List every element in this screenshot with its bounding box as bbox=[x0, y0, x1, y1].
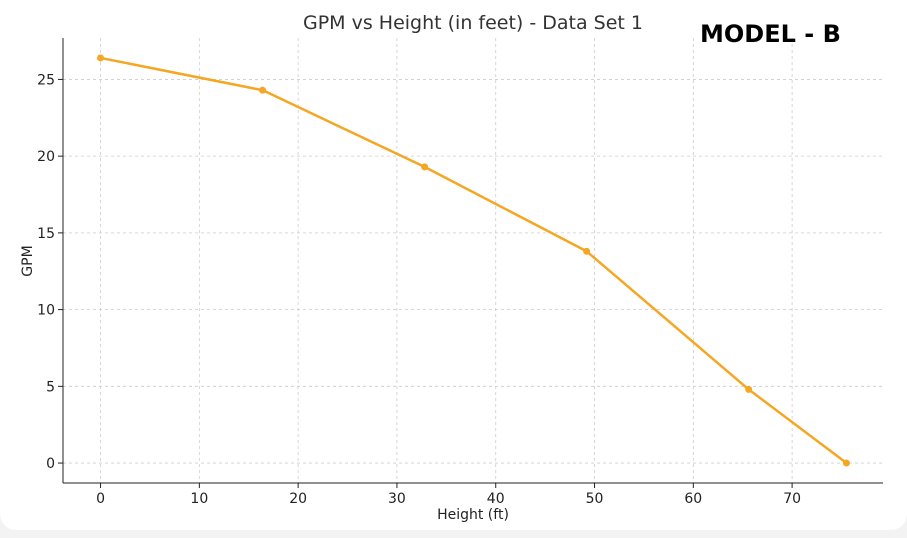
series-line bbox=[100, 56, 848, 465]
y-tick-label: 10 bbox=[37, 303, 55, 319]
x-tick-label: 30 bbox=[388, 491, 406, 507]
data-point bbox=[97, 54, 105, 62]
y-axis-label: GPM bbox=[20, 245, 36, 276]
x-axis-label: Height (ft) bbox=[437, 507, 509, 523]
x-tick-label: 20 bbox=[289, 491, 307, 507]
y-tick-label: 5 bbox=[46, 379, 55, 395]
x-tick-label: 50 bbox=[586, 491, 604, 507]
y-tick-label: 20 bbox=[37, 149, 55, 165]
model-label: MODEL - B bbox=[700, 20, 841, 48]
series bbox=[97, 54, 850, 467]
axes bbox=[62, 38, 883, 484]
data-point bbox=[583, 247, 591, 255]
grid bbox=[63, 38, 883, 483]
x-tick-label: 40 bbox=[487, 491, 505, 507]
x-tick-label: 60 bbox=[684, 491, 702, 507]
x-tick-label: 70 bbox=[783, 491, 801, 507]
y-tick-label: 0 bbox=[46, 456, 55, 472]
chart-title: GPM vs Height (in feet) - Data Set 1 bbox=[303, 12, 643, 34]
data-point bbox=[842, 459, 850, 467]
y-tick-label: 15 bbox=[37, 226, 55, 242]
y-tick-label: 25 bbox=[37, 72, 55, 88]
x-tick-label: 10 bbox=[190, 491, 208, 507]
ticks: 0 10 20 30 40 50 60 70 0 5 10 15 20 25 bbox=[37, 72, 801, 507]
x-tick-label: 0 bbox=[96, 491, 105, 507]
data-point bbox=[421, 163, 429, 171]
data-point bbox=[745, 385, 753, 393]
data-point bbox=[259, 86, 267, 94]
